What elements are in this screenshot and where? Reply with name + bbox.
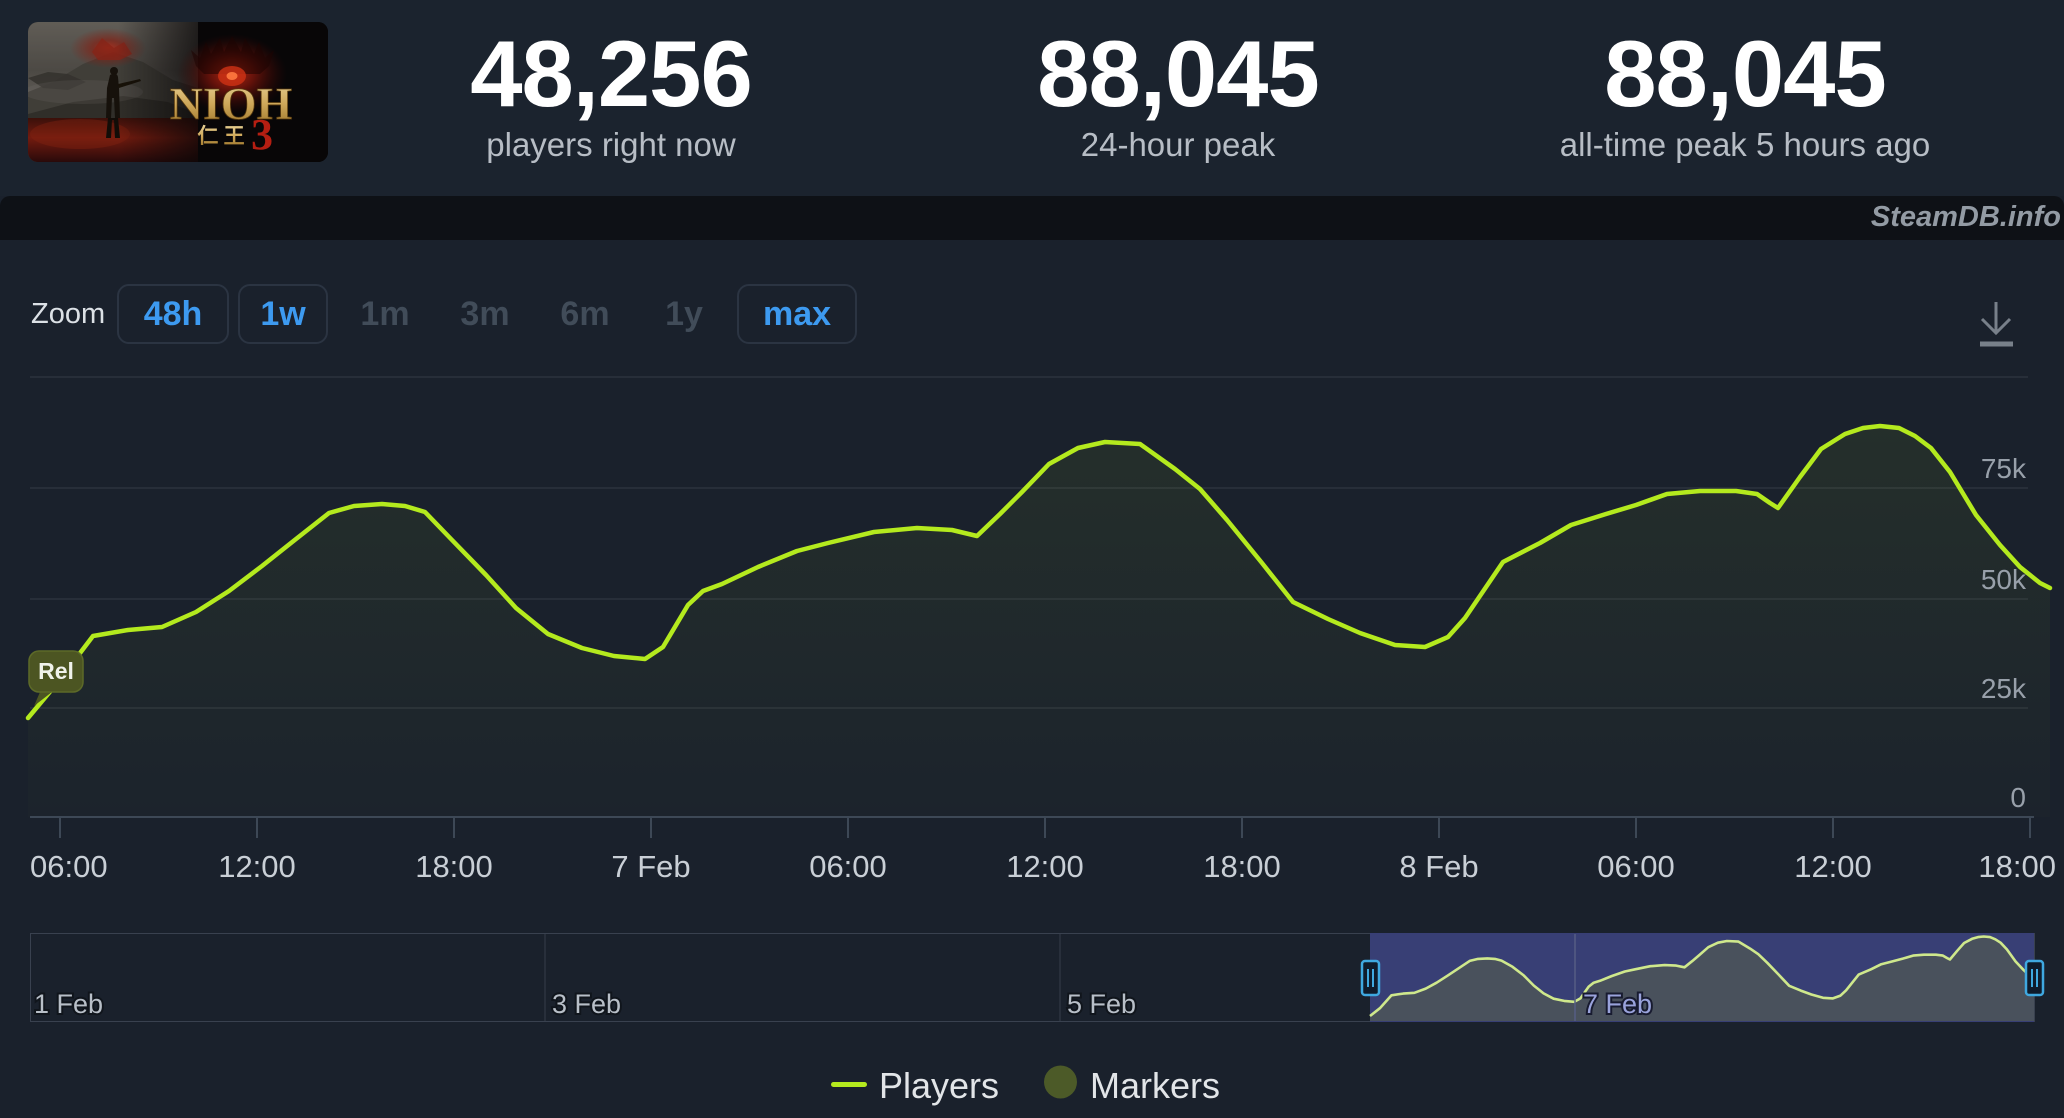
svg-text:06:00: 06:00 xyxy=(30,849,108,884)
svg-text:25k: 25k xyxy=(1981,673,2027,704)
svg-text:12:00: 12:00 xyxy=(1794,849,1872,884)
svg-text:12:00: 12:00 xyxy=(218,849,296,884)
svg-text:Players: Players xyxy=(879,1065,999,1106)
svg-text:18:00: 18:00 xyxy=(1203,849,1281,884)
svg-text:Rel: Rel xyxy=(38,658,74,684)
svg-text:7 Feb: 7 Feb xyxy=(611,849,690,884)
svg-text:3 Feb: 3 Feb xyxy=(552,989,621,1019)
svg-text:Markers: Markers xyxy=(1090,1065,1220,1106)
svg-text:7 Feb: 7 Feb xyxy=(1583,989,1652,1019)
svg-text:18:00: 18:00 xyxy=(1978,849,2056,884)
svg-text:18:00: 18:00 xyxy=(415,849,493,884)
svg-text:5 Feb: 5 Feb xyxy=(1067,989,1136,1019)
svg-text:8 Feb: 8 Feb xyxy=(1399,849,1478,884)
svg-text:06:00: 06:00 xyxy=(809,849,887,884)
svg-text:仁 王: 仁 王 xyxy=(197,124,244,148)
svg-text:3: 3 xyxy=(251,110,273,159)
svg-text:75k: 75k xyxy=(1981,453,2027,484)
svg-text:0: 0 xyxy=(2010,782,2026,813)
svg-text:50k: 50k xyxy=(1981,564,2027,595)
svg-text:NIOH: NIOH xyxy=(170,78,293,129)
svg-text:1 Feb: 1 Feb xyxy=(34,989,103,1019)
svg-text:06:00: 06:00 xyxy=(1597,849,1675,884)
svg-text:12:00: 12:00 xyxy=(1006,849,1084,884)
